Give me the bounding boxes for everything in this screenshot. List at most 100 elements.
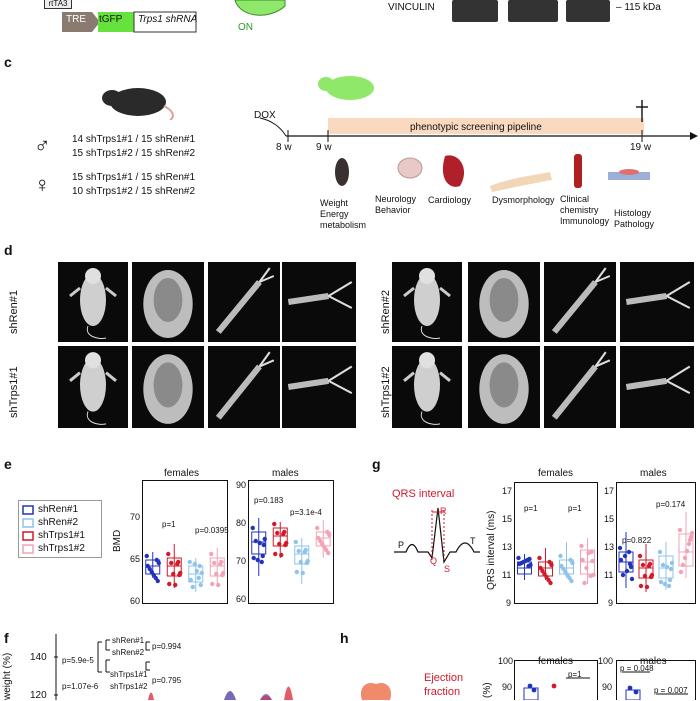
f-pair1b: shRen#2 xyxy=(112,648,145,657)
xray-image xyxy=(58,346,128,428)
green-mouse-icon xyxy=(234,0,286,16)
data-point xyxy=(178,570,183,576)
data-point xyxy=(144,553,149,559)
data-point xyxy=(187,559,192,565)
panel-f-letter: f xyxy=(4,630,9,646)
e-m-tick-60: 60 xyxy=(236,594,247,604)
module-clinical-label: Clinical chemistry Immunology xyxy=(560,194,610,226)
data-point xyxy=(279,552,284,558)
data-point xyxy=(620,572,626,578)
xray-image xyxy=(132,262,204,342)
e-m-tick-80: 80 xyxy=(236,518,247,528)
g-tick-15: 15 xyxy=(502,514,513,524)
data-point xyxy=(590,558,595,564)
g-m-tick-9: 9 xyxy=(608,598,614,608)
data-point xyxy=(284,540,289,546)
g-f-p2: p=1 xyxy=(568,504,582,513)
data-point xyxy=(293,539,298,545)
data-point xyxy=(325,529,330,535)
h-label1: Ejection xyxy=(424,672,464,684)
f-p-b: p=1.07e-6 xyxy=(62,682,99,691)
e-f-p1: p=1 xyxy=(162,520,176,529)
h-m-tick-90: 90 xyxy=(602,682,613,692)
data-point xyxy=(171,571,176,577)
xray-label-shtrps1-1: shTrps1#1 xyxy=(8,366,20,418)
data-point xyxy=(559,563,564,569)
data-point xyxy=(277,541,282,547)
xray-image xyxy=(544,346,616,428)
data-point xyxy=(647,561,653,567)
ecg-s: S xyxy=(444,564,451,574)
construct-svg xyxy=(62,11,197,33)
data-point xyxy=(618,557,624,563)
g-f-p1: p=1 xyxy=(524,504,538,513)
data-point xyxy=(316,535,321,541)
data-point xyxy=(257,540,262,546)
g-m-tick-17: 17 xyxy=(604,486,615,496)
data-point xyxy=(638,583,644,589)
data-point xyxy=(300,570,305,576)
legend-shtrps1-2: shTrps1#2 xyxy=(38,543,85,554)
g-males-plot xyxy=(616,482,696,604)
ecg-t: T xyxy=(470,536,476,546)
data-point xyxy=(210,581,215,587)
e-f-tick-70: 70 xyxy=(130,512,141,522)
data-point xyxy=(627,561,633,567)
time-8w: 8 w xyxy=(276,142,292,153)
legend-box xyxy=(18,500,102,558)
data-point xyxy=(305,558,310,564)
xray-image xyxy=(392,346,462,428)
e-m-p1: p=0.183 xyxy=(254,496,284,505)
data-point xyxy=(658,579,664,585)
f-pair2a: shTrps1#1 xyxy=(110,670,148,679)
module-histology-label: Histology Pathology xyxy=(614,208,655,229)
data-point xyxy=(538,565,543,571)
data-point xyxy=(682,555,688,561)
xray-image xyxy=(282,262,356,342)
data-point xyxy=(660,562,666,568)
g-females-title: females xyxy=(538,468,574,479)
data-point xyxy=(173,582,178,588)
g-tick-11: 11 xyxy=(502,570,512,580)
data-point xyxy=(294,569,299,575)
data-point xyxy=(640,562,646,568)
tgfp-label: tGFP xyxy=(99,14,123,25)
male-line-1: 14 shTrps1#1 / 15 shRen#1 xyxy=(72,134,196,145)
f-weight-plot xyxy=(54,634,293,700)
tre-label: TRE xyxy=(66,14,86,25)
data-point xyxy=(684,548,690,554)
module-neurology-label: Neurology Behavior xyxy=(375,194,417,215)
data-point xyxy=(669,560,675,566)
h-m-p1: p = 0.048 xyxy=(620,664,654,673)
data-point xyxy=(584,565,589,571)
xray-label-shren2: shRen#2 xyxy=(380,289,392,334)
data-point xyxy=(251,555,256,561)
data-point xyxy=(589,549,594,555)
data-point xyxy=(315,525,320,531)
data-point xyxy=(212,560,217,566)
xray-image xyxy=(208,262,280,342)
f-tick-140: 140 xyxy=(30,652,47,663)
data-point xyxy=(196,575,201,581)
data-point xyxy=(250,525,255,531)
data-point xyxy=(272,521,277,527)
data-point xyxy=(526,563,531,569)
h-males-frame xyxy=(616,660,696,700)
data-point xyxy=(689,530,695,536)
data-point xyxy=(154,557,159,563)
data-point xyxy=(214,571,219,577)
data-point xyxy=(192,561,197,567)
data-point xyxy=(644,584,650,590)
data-point xyxy=(198,582,203,588)
western-blot-band-1 xyxy=(452,0,498,22)
heart-icon xyxy=(360,682,392,700)
data-point xyxy=(591,572,596,578)
data-point xyxy=(169,560,174,566)
male-symbol: ♂ xyxy=(34,133,51,158)
data-point xyxy=(580,557,585,563)
e-f-tick-65: 65 xyxy=(130,554,141,564)
panel-h-letter: h xyxy=(340,630,349,646)
data-point xyxy=(537,555,542,561)
data-point xyxy=(547,559,552,565)
data-point xyxy=(678,569,684,575)
